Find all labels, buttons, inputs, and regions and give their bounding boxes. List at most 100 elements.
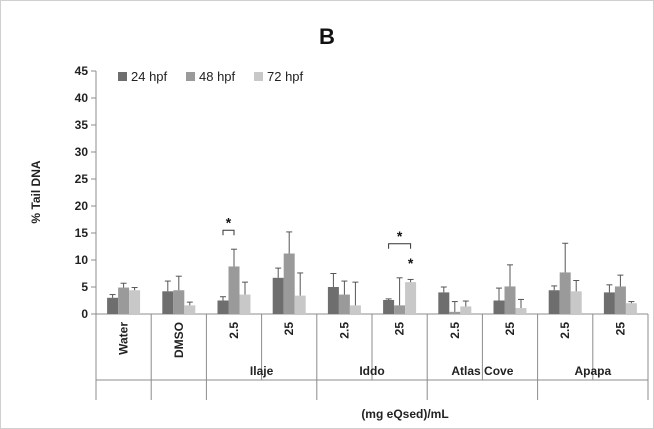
error-bar [120, 282, 127, 288]
bar [394, 305, 406, 314]
x-tick-label: Water [117, 322, 131, 355]
significance-star: * [397, 228, 403, 244]
bar [173, 290, 185, 314]
error-bar [231, 248, 237, 267]
error-bar [131, 287, 138, 291]
legend-label: 72 hpf [267, 69, 304, 84]
bar [228, 266, 240, 314]
error-bar [164, 280, 171, 292]
bar [338, 294, 350, 314]
bar [162, 291, 174, 314]
bar [217, 300, 229, 314]
legend-swatch [254, 72, 263, 81]
bar [294, 295, 306, 314]
error-bars [109, 231, 635, 312]
x-tick-label: 25 [282, 322, 296, 336]
error-bar [341, 280, 348, 295]
y-tick-label: 45 [75, 64, 89, 78]
y-tick-label: 40 [75, 91, 89, 105]
bar [405, 282, 417, 314]
error-bar [573, 280, 580, 292]
error-bar [606, 284, 613, 293]
x-axis-title: (mg eQsed)/mL [361, 407, 448, 421]
y-tick-label: 5 [81, 280, 88, 294]
bar [460, 306, 472, 314]
legend-label: 48 hpf [199, 69, 236, 84]
legend: 24 hpf 48 hpf 72 hpf [118, 69, 304, 84]
x-tick-label: 2.5 [227, 322, 241, 339]
legend-item: 24 hpf [118, 69, 168, 84]
error-bar [297, 272, 304, 296]
bar [283, 253, 295, 314]
significance-bracket [388, 243, 412, 249]
group-label: Atlas Cove [451, 364, 513, 378]
error-bar [507, 264, 513, 287]
y-tick-label: 20 [75, 199, 89, 213]
error-bar [451, 301, 458, 312]
x-tick-label: DMSO [172, 322, 186, 358]
y-tick-label: 0 [81, 307, 88, 321]
error-bar [175, 275, 182, 291]
significance-bracket [222, 229, 235, 236]
legend-item: 72 hpf [254, 69, 304, 84]
y-tick-label: 10 [75, 253, 89, 267]
y-tick-label: 25 [75, 172, 89, 186]
bar [239, 294, 251, 314]
error-bar [220, 296, 226, 301]
error-bar [242, 281, 248, 295]
bar [349, 305, 361, 314]
error-bar [396, 277, 403, 306]
bar [184, 305, 196, 314]
x-tick-label: 25 [393, 322, 407, 336]
bar [559, 272, 571, 314]
bar [614, 286, 626, 314]
error-bar [562, 242, 569, 273]
error-bar [186, 301, 193, 306]
bar [272, 277, 284, 314]
error-bar [385, 298, 392, 300]
legend-swatch [118, 72, 127, 81]
x-tick-label: 2.5 [337, 322, 351, 339]
error-bar [275, 267, 282, 278]
x-tick-label: 25 [503, 322, 517, 336]
bars [107, 253, 637, 314]
y-tick-label: 30 [75, 145, 89, 159]
x-tick-label: 25 [613, 322, 627, 336]
bar [107, 297, 119, 314]
error-bar [462, 300, 469, 307]
x-tick-label: 2.5 [558, 322, 572, 339]
significance-star: * [408, 255, 414, 271]
error-bar [352, 281, 359, 306]
group-label: Apapa [574, 364, 611, 378]
bar [603, 292, 615, 314]
bar [515, 308, 527, 314]
bar [118, 287, 130, 314]
error-bar [286, 231, 293, 254]
error-bar [617, 274, 624, 287]
error-bar [628, 301, 635, 304]
bar [449, 311, 461, 314]
error-bar [330, 273, 337, 287]
error-bar [109, 294, 116, 298]
error-bar [496, 287, 502, 301]
legend-label: 24 hpf [131, 69, 168, 84]
bar [129, 290, 141, 314]
x-tick-label: 2.5 [448, 322, 462, 339]
category-labels: Water DMSO 2.5 25 2.5 25 2.5 25 2.5 25 Ilaje Iddo At… [117, 322, 628, 378]
bar [438, 292, 450, 314]
bar [493, 300, 505, 314]
bar [504, 286, 516, 314]
group-label: Ilaje [250, 364, 274, 378]
y-tick-label: 15 [75, 226, 89, 240]
legend-item: 48 hpf [186, 69, 236, 84]
group-label: Iddo [359, 364, 384, 378]
error-bar [440, 286, 447, 293]
significance-star: * [226, 214, 232, 230]
error-bar [518, 298, 524, 309]
bar [548, 290, 560, 314]
bar [570, 291, 582, 314]
y-axis-title: % Tail DNA [29, 160, 43, 223]
